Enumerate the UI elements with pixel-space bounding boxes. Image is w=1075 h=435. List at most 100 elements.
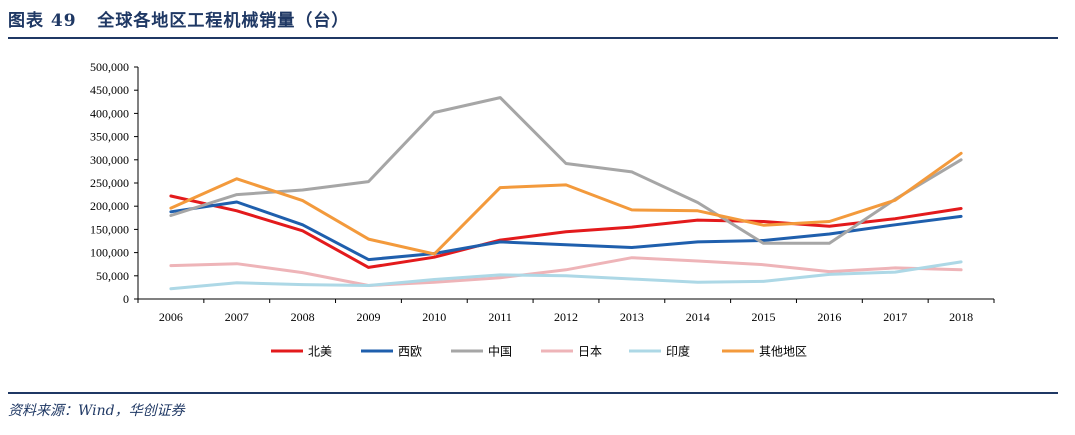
y-tick-label: 50,000 xyxy=(96,269,129,283)
data-point xyxy=(301,199,304,202)
data-point xyxy=(630,246,634,249)
chart-series xyxy=(169,96,963,291)
data-point xyxy=(959,158,963,161)
x-tick-label: 2011 xyxy=(488,310,512,324)
y-tick-label: 400,000 xyxy=(90,106,129,120)
data-point xyxy=(630,170,634,174)
x-tick-label: 2012 xyxy=(554,310,578,324)
data-point xyxy=(169,194,173,198)
x-tick-label: 2007 xyxy=(225,310,249,324)
data-point xyxy=(498,186,502,189)
y-tick-label: 300,000 xyxy=(90,153,129,167)
x-tick-label: 2010 xyxy=(422,310,446,324)
legend-item-1: 北美 xyxy=(271,345,332,359)
data-point xyxy=(762,224,765,227)
data-point xyxy=(498,240,502,244)
data-point xyxy=(828,220,831,223)
data-point xyxy=(696,218,699,222)
data-point xyxy=(235,281,238,284)
legend-item-2: 西欧 xyxy=(361,345,422,359)
data-point xyxy=(696,281,699,284)
data-point xyxy=(696,259,699,263)
legend-label: 印度 xyxy=(666,344,690,359)
data-point xyxy=(959,268,963,271)
data-point xyxy=(762,242,765,245)
x-tick-label: 2016 xyxy=(817,310,841,324)
legend-label: 北美 xyxy=(308,345,332,359)
data-point xyxy=(235,193,238,196)
x-tick-label: 2013 xyxy=(620,310,644,324)
data-point xyxy=(564,230,568,233)
data-point xyxy=(828,224,831,228)
data-point xyxy=(894,223,897,226)
data-point xyxy=(235,262,238,265)
data-point xyxy=(959,207,963,210)
data-point xyxy=(828,270,831,273)
y-tick-label: 100,000 xyxy=(90,246,129,260)
data-point xyxy=(235,209,238,213)
x-tick-label: 2015 xyxy=(752,310,776,324)
series-line-4 xyxy=(169,256,963,287)
data-point xyxy=(433,252,436,256)
x-tick-label: 2014 xyxy=(686,310,710,324)
data-point xyxy=(696,240,699,244)
legend-label: 其他地区 xyxy=(759,345,807,359)
y-tick-label: 350,000 xyxy=(90,130,129,144)
data-point xyxy=(894,266,897,270)
data-point xyxy=(762,263,765,266)
data-point xyxy=(828,242,831,245)
data-point xyxy=(894,217,897,220)
data-point xyxy=(367,284,370,287)
chart-legend: 北美 西欧 中国 日本 印度 其他地区 xyxy=(271,344,807,359)
x-tick-label: 2006 xyxy=(159,310,183,324)
data-point xyxy=(433,278,436,281)
data-point xyxy=(762,220,765,223)
chart-axes: 0 50,000 100,000 150,000 200,000 250,000 300,0… xyxy=(90,60,995,324)
x-tick-label: 2009 xyxy=(356,310,380,324)
data-point xyxy=(301,283,304,286)
data-point xyxy=(169,264,173,267)
data-point xyxy=(367,180,370,183)
data-point xyxy=(630,208,634,212)
data-point xyxy=(367,266,370,269)
data-point xyxy=(169,210,173,213)
data-point xyxy=(564,274,568,277)
data-point xyxy=(762,280,765,283)
x-tick-label: 2018 xyxy=(949,310,973,324)
data-point xyxy=(959,152,963,155)
legend-item-4: 日本 xyxy=(541,345,602,359)
data-point xyxy=(564,162,568,165)
data-point xyxy=(696,201,699,204)
data-point xyxy=(367,258,370,261)
data-point xyxy=(828,232,831,236)
data-point xyxy=(498,96,502,99)
line-chart: 0 50,000 100,000 150,000 200,000 250,000 300,0… xyxy=(90,60,995,359)
y-tick-label: 250,000 xyxy=(90,176,129,190)
data-point xyxy=(169,214,173,217)
data-point xyxy=(630,225,634,229)
legend-label: 中国 xyxy=(488,344,512,359)
data-point xyxy=(564,268,568,271)
data-point xyxy=(828,273,831,276)
data-point xyxy=(498,273,502,277)
data-point xyxy=(301,223,304,226)
legend-label: 西欧 xyxy=(398,345,422,359)
data-point xyxy=(498,276,502,279)
data-point xyxy=(301,229,304,232)
source-note: 资料来源：Wind，华创证券 xyxy=(8,403,185,419)
legend-item-5: 印度 xyxy=(629,344,690,359)
data-point xyxy=(894,198,897,202)
data-point xyxy=(433,111,436,114)
legend-item-6: 其他地区 xyxy=(722,345,807,359)
legend-label: 日本 xyxy=(578,345,602,359)
x-tick-label: 2017 xyxy=(883,310,907,324)
header-rule xyxy=(8,37,1058,39)
data-point xyxy=(696,209,699,213)
data-point xyxy=(959,215,963,218)
y-tick-label: 450,000 xyxy=(90,83,129,97)
data-point xyxy=(894,270,897,274)
x-tick-label: 2008 xyxy=(291,310,315,324)
data-point xyxy=(959,260,963,264)
footer-rule xyxy=(8,392,1058,394)
data-point xyxy=(630,277,634,281)
